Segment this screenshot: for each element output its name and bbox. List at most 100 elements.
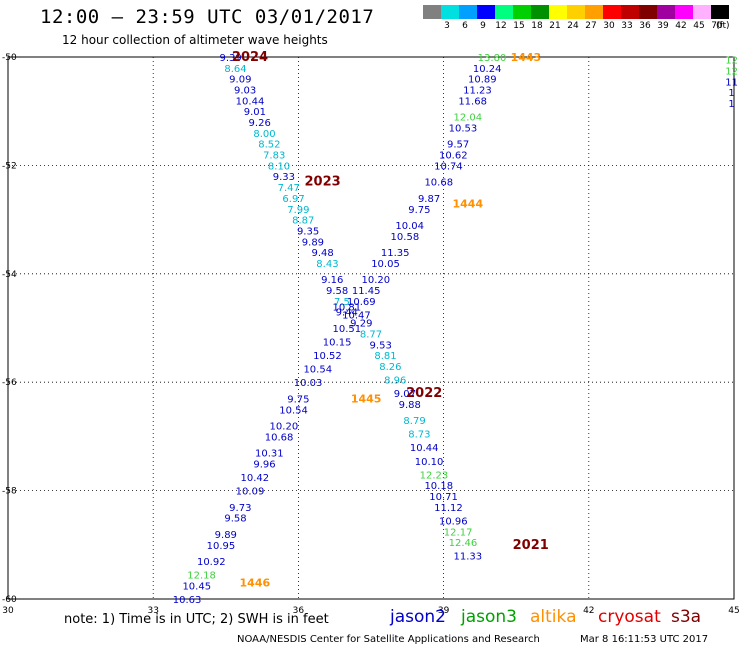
wave-height-value: 8.96 <box>384 375 406 386</box>
legend-label: 33 <box>621 21 633 31</box>
legend-swatch <box>549 5 567 19</box>
legend-label: 30 <box>603 21 615 31</box>
wave-height-value: 12.18 <box>187 571 216 582</box>
legend-label: 15 <box>513 21 525 31</box>
wave-height-value: 9.53 <box>370 340 392 351</box>
wave-height-value: 10.62 <box>439 151 468 162</box>
lat-tick-label: -58 <box>2 487 17 497</box>
wave-height-value: 10.74 <box>434 161 463 172</box>
wave-height-value: 10.04 <box>395 221 424 232</box>
legend-swatch <box>423 5 441 19</box>
legend-label: 18 <box>531 21 543 31</box>
wave-height-value: 10.96 <box>439 516 468 527</box>
wave-height-value: 9.48 <box>311 248 333 259</box>
wave-height-value: 9.89 <box>302 237 324 248</box>
wave-height-value: 10.58 <box>391 232 420 243</box>
wave-height-value: 9.57 <box>447 140 469 151</box>
wave-height-value: 8.52 <box>258 140 280 151</box>
wave-height-value: 8.87 <box>292 216 314 227</box>
wave-height-value: 10.44 <box>410 443 439 454</box>
wave-height-value: 8.43 <box>316 259 338 270</box>
satellite-label-jason3: jason3 <box>461 607 517 627</box>
wave-height-value: 8.64 <box>224 64 246 75</box>
wave-height-value: 10.18 <box>424 481 453 492</box>
legend-swatch <box>513 5 531 19</box>
wave-height-value: 10.53 <box>449 123 478 134</box>
legend-swatch <box>495 5 513 19</box>
wave-height-value: 11.68 <box>458 96 487 107</box>
legend-label: 12 <box>495 21 507 31</box>
wave-height-value: 10.20 <box>270 422 299 433</box>
wave-height-value: 9.16 <box>321 275 343 286</box>
wave-height-value: 8.00 <box>253 129 275 140</box>
legend-swatch <box>459 5 477 19</box>
wave-height-value: 10.54 <box>303 365 332 376</box>
wave-height-value: 10.10 <box>415 457 444 468</box>
wave-height-value: 10.81 <box>332 302 361 313</box>
legend-swatch <box>657 5 675 19</box>
wave-height-value: 13.80 <box>478 53 507 64</box>
legend-label: 36 <box>639 21 651 31</box>
wave-height-value: 6.97 <box>282 194 304 205</box>
lon-tick-label: 36 <box>293 606 305 616</box>
legend-label: 9 <box>480 21 486 31</box>
wave-height-value: 8.81 <box>374 351 396 362</box>
wave-height-value: 10.47 <box>342 310 371 321</box>
wave-height-value: 7.83 <box>263 151 285 162</box>
pass-label: 2024 <box>232 50 268 65</box>
legend-label: 27 <box>585 21 597 31</box>
wave-height-value: 10.09 <box>236 487 265 498</box>
legend-swatch <box>693 5 711 19</box>
legend-swatch <box>531 5 549 19</box>
wave-height-value: 7.99 <box>287 205 309 216</box>
lon-tick-label: 45 <box>728 606 739 616</box>
pass-label: 2023 <box>305 175 341 190</box>
map-frame <box>7 56 735 600</box>
wave-height-value: 10.31 <box>255 449 284 460</box>
lon-tick-label: 33 <box>147 606 158 616</box>
wave-height-value: 10.63 <box>173 595 202 606</box>
lon-tick-label: 39 <box>438 606 450 616</box>
wave-height-value: 9.39 <box>220 53 242 64</box>
lon-tick-label: 30 <box>2 606 14 616</box>
wave-height-value: 8.77 <box>360 329 382 340</box>
lat-tick-label: -52 <box>2 161 17 171</box>
pass-label: 1446 <box>240 577 271 590</box>
wave-height-value: 10.03 <box>294 378 323 389</box>
legend-label: 39 <box>657 21 669 31</box>
lon-tick-label: 42 <box>583 606 594 616</box>
wave-height-value: 7.5 <box>334 297 350 308</box>
wave-height-value: 10.92 <box>197 557 226 568</box>
wave-height-value: 9.07 <box>394 389 416 400</box>
wave-height-value: 9.89 <box>215 530 237 541</box>
wave-height-value: 12.46 <box>449 538 478 549</box>
legend-swatch <box>567 5 585 19</box>
legend-label: 45 <box>693 21 705 31</box>
wave-height-value: 9.88 <box>399 400 421 411</box>
map-subtitle: 12 hour collection of altimeter wave hei… <box>62 33 328 47</box>
wave-height-value: 9.96 <box>253 460 275 471</box>
wave-height-value: 9.87 <box>418 194 440 205</box>
wave-height-value: 9.75 <box>287 394 309 405</box>
wave-height-value: 9.29 <box>350 319 372 330</box>
pass-label: 1444 <box>452 197 483 210</box>
wave-height-value: 8.10 <box>268 161 290 172</box>
legend-label: 21 <box>549 21 561 31</box>
legend-swatch <box>603 5 621 19</box>
pass-label: 2022 <box>406 386 442 401</box>
legend-swatch <box>675 5 693 19</box>
wave-height-value: 12.04 <box>453 113 482 124</box>
wave-height-value: 11 <box>725 77 738 88</box>
wave-height-value: 11.23 <box>463 86 492 97</box>
wave-height-value: 9.44 <box>336 308 358 319</box>
wave-height-value: 11.12 <box>434 503 463 514</box>
wave-height-value: 12 <box>725 56 738 67</box>
legend-swatch <box>585 5 603 19</box>
pass-label: 2021 <box>513 538 549 553</box>
wave-height-value: 10.71 <box>429 492 458 503</box>
wave-height-value: 12.17 <box>444 527 473 538</box>
wave-height-value: 12.23 <box>420 470 449 481</box>
wave-height-value: 9.58 <box>326 286 348 297</box>
